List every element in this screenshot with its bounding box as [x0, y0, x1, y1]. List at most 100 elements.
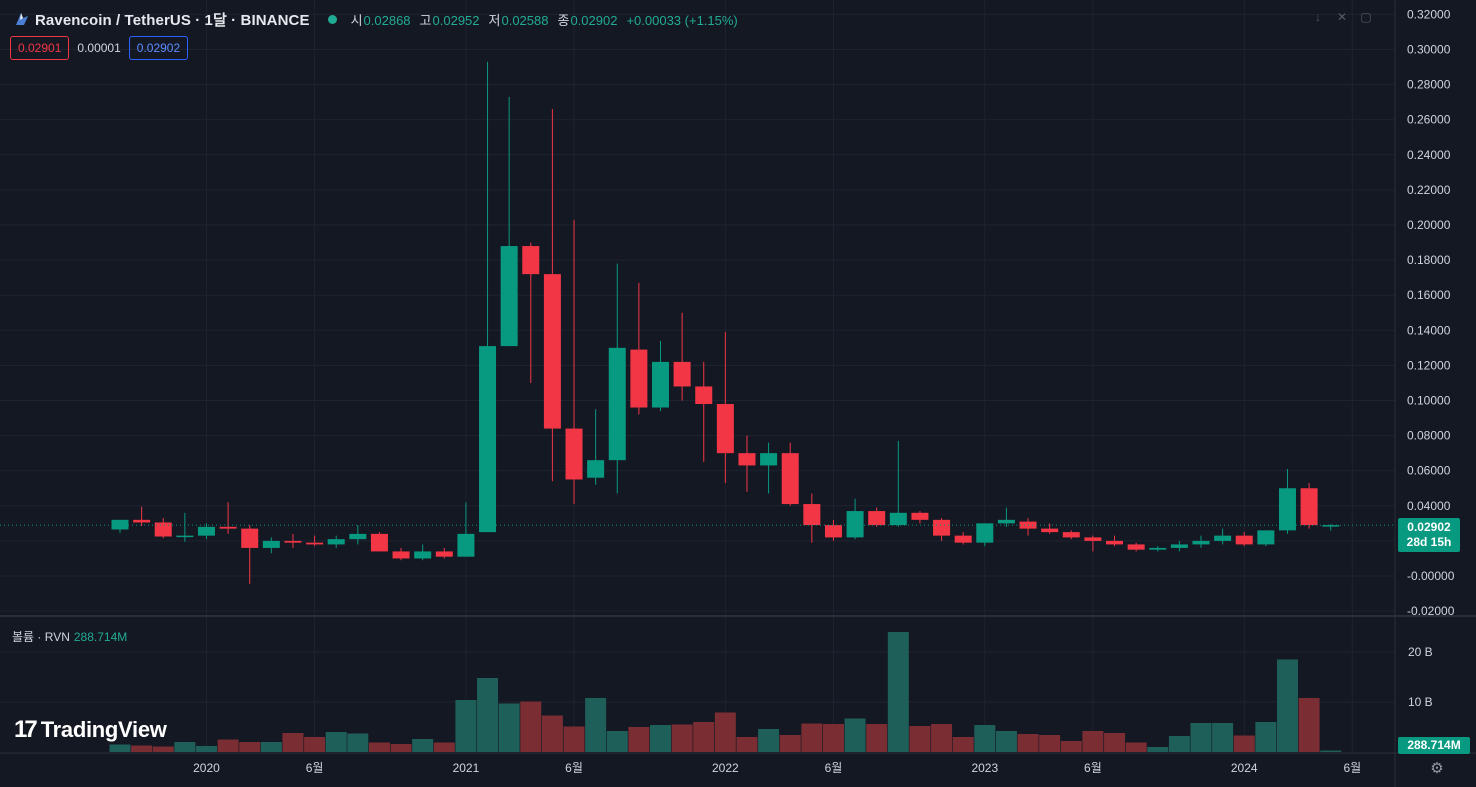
spread-value: 0.00001: [77, 41, 121, 55]
volume-bar: [1320, 750, 1342, 752]
volume-tick-label: 20 B: [1408, 645, 1433, 659]
candle-body: [154, 522, 172, 537]
volume-bar: [260, 742, 282, 752]
volume-bar: [1233, 735, 1255, 752]
volume-bar: [606, 731, 628, 752]
volume-bar: [585, 698, 607, 752]
candle-body: [781, 453, 799, 505]
price-tick-label: 0.06000: [1407, 464, 1451, 478]
candle-body: [522, 246, 540, 275]
pane-toolbar: ↓ ✕ ▢: [1308, 6, 1376, 28]
arrow-down-icon[interactable]: ↓: [1315, 10, 1321, 24]
candle-body: [197, 526, 215, 536]
candle-body: [306, 542, 324, 545]
candle-body: [1322, 525, 1340, 527]
tradingview-logo[interactable]: 17 TradingView: [14, 716, 167, 744]
price-tick-label: 0.28000: [1407, 78, 1451, 92]
buy-button[interactable]: 0.02902: [128, 36, 189, 60]
close-icon[interactable]: ✕: [1336, 10, 1348, 24]
volume-bar: [628, 727, 650, 752]
volume-bar: [952, 737, 974, 752]
candle-body: [565, 428, 583, 480]
candle-body: [241, 528, 259, 548]
maximize-icon[interactable]: ▢: [1360, 10, 1372, 24]
volume-bar: [477, 678, 499, 752]
candle-body: [1235, 535, 1253, 545]
candle-body: [630, 349, 648, 408]
volume-bar: [1104, 733, 1126, 752]
candle-body: [1170, 544, 1188, 548]
candle-body: [370, 533, 388, 552]
candle-body: [997, 519, 1015, 524]
candle-body: [176, 535, 194, 538]
volume-bar: [1060, 741, 1082, 752]
volume-bar: [1125, 742, 1147, 752]
price-tick-label: 0.20000: [1407, 218, 1451, 232]
time-tick-label: 2022: [712, 761, 739, 775]
volume-bar: [325, 732, 347, 752]
candle-body: [673, 361, 691, 387]
time-tick-label: 6월: [1343, 761, 1361, 775]
candle-body: [587, 460, 605, 478]
high-value: 0.02952: [432, 12, 480, 28]
volume-bar: [541, 715, 563, 752]
volume-bar: [368, 742, 390, 752]
candle-body: [219, 526, 237, 529]
candle-body: [738, 453, 756, 466]
volume-bar: [974, 725, 996, 752]
candle-body: [954, 535, 972, 543]
volume-bar: [671, 724, 693, 752]
last-price-tag: 0.02902 28d 15h: [1398, 518, 1460, 552]
time-tick-label: 6월: [306, 761, 324, 775]
volume-bar: [887, 632, 909, 752]
gear-icon[interactable]: ⚙: [1430, 760, 1444, 777]
chart-header: Ravencoin / TetherUS · 1달 · BINANCE 시 0.0…: [14, 8, 747, 30]
volume-bar: [844, 718, 866, 752]
volume-bar: [995, 731, 1017, 752]
tradingview-wordmark: TradingView: [40, 717, 167, 742]
volume-bar: [412, 739, 434, 752]
volume-bar: [1298, 698, 1320, 752]
candle-body: [349, 533, 367, 540]
candle-body: [716, 404, 734, 454]
candle-body: [1257, 530, 1275, 545]
volume-tick-label: 10 B: [1408, 695, 1433, 709]
time-tick-label: 2020: [193, 761, 220, 775]
volume-bar: [1255, 722, 1277, 752]
candle-body: [760, 453, 778, 466]
volume-bar: [520, 701, 542, 752]
candle-body: [846, 511, 864, 538]
candle-body: [133, 519, 151, 523]
volume-bar: [650, 725, 671, 752]
countdown-value: 28d 15h: [1406, 535, 1452, 549]
candle-body: [1149, 547, 1167, 550]
candle-body: [414, 551, 432, 559]
volume-bar: [931, 724, 953, 752]
price-tick-label: 0.32000: [1407, 7, 1451, 21]
volume-bar: [801, 723, 823, 752]
price-tick-label: 0.18000: [1407, 253, 1451, 267]
sell-button[interactable]: 0.02901: [10, 36, 70, 60]
last-volume-tag: 288.714M: [1398, 737, 1470, 754]
price-tick-label: 0.26000: [1407, 113, 1451, 127]
candle-body: [803, 504, 821, 526]
candle-body: [1084, 537, 1102, 541]
volume-bar: [455, 700, 477, 752]
candle-body: [327, 539, 345, 545]
open-label: 시: [350, 12, 363, 28]
price-tick-label: 0.24000: [1407, 148, 1451, 162]
volume-bar: [282, 733, 304, 752]
volume-bar: [239, 742, 261, 752]
candle-body: [868, 511, 886, 526]
candle-body: [262, 540, 280, 548]
volume-bar: [563, 726, 585, 752]
volume-bar: [174, 742, 196, 752]
volume-bar: [736, 737, 758, 752]
candle-body: [1214, 535, 1232, 541]
candle-body: [1041, 528, 1059, 533]
symbol-title[interactable]: Ravencoin / TetherUS · 1달 · BINANCE: [35, 11, 310, 29]
candle-body: [933, 519, 951, 536]
time-tick-label: 6월: [825, 761, 843, 775]
volume-label: 볼륨 · RVN: [12, 630, 70, 644]
